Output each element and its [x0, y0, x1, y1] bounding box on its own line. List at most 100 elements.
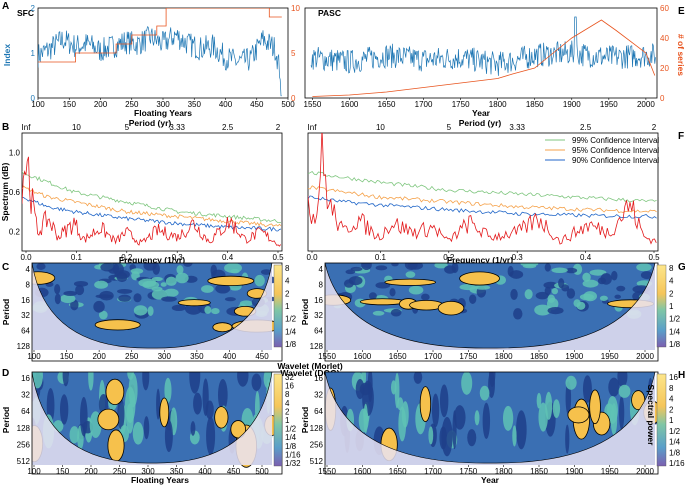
- power-blob: [69, 426, 80, 444]
- power-blob: [544, 263, 551, 272]
- power-blob: [151, 286, 163, 292]
- y-axis-label-spectrum: Spectrum (dB): [0, 163, 10, 222]
- power-blob: [117, 398, 125, 430]
- x-tick-label: 1750: [459, 352, 477, 361]
- power-blob: [582, 272, 591, 282]
- x-tick-label: 0.2: [443, 253, 455, 262]
- x-tick-label: 350: [190, 352, 204, 361]
- power-blob: [421, 293, 430, 301]
- power-blob: [401, 401, 409, 428]
- significant-region: [214, 406, 229, 429]
- power-blob: [130, 268, 144, 274]
- series-count-line: [38, 8, 282, 63]
- power-blob: [391, 263, 399, 267]
- y-tick-label: 128: [17, 342, 31, 351]
- y2-tick-label: 20: [660, 64, 669, 73]
- colorbar-tick-label: 16: [669, 373, 678, 382]
- power-blob: [75, 284, 85, 296]
- power-blob: [147, 306, 154, 316]
- colorbar-tick-label: 8: [669, 384, 674, 393]
- power-blob: [544, 286, 551, 296]
- y-tick-label: 16: [21, 296, 30, 305]
- x-tick-label: 500: [281, 100, 295, 109]
- x-tick-label: 450: [250, 100, 264, 109]
- power-blob: [132, 421, 144, 445]
- power-blob: [98, 310, 108, 320]
- power-blob: [512, 425, 517, 447]
- y-tick-label: 32: [21, 391, 30, 400]
- power-blob: [467, 429, 477, 447]
- confidence-line-90: [22, 196, 282, 232]
- period-tick-label: 10: [376, 123, 385, 132]
- x-tick-label: 400: [219, 100, 233, 109]
- spectrum-line: [22, 156, 282, 247]
- index-series-line: [310, 16, 656, 76]
- power-blob: [127, 372, 134, 380]
- power-blob: [163, 288, 179, 297]
- power-blob: [479, 385, 490, 401]
- cone-of-influence-edge: [32, 372, 273, 464]
- x-tick-label: 2000: [636, 467, 654, 476]
- colorbar-tick-label: 1/8: [669, 340, 681, 349]
- colorbar: [656, 264, 667, 348]
- panel-h: H Period Year Spectral power 16 8 42 1 1/2 1/…: [300, 370, 685, 485]
- power-blob: [160, 282, 167, 287]
- power-blob: [459, 284, 477, 291]
- wavelet-morlet-title: Wavelet (Morlet): [277, 361, 343, 371]
- colorbar-tick-label: 1: [285, 416, 290, 425]
- power-blob: [640, 271, 653, 280]
- power-blob: [565, 424, 570, 454]
- x-tick-label: 1950: [601, 352, 619, 361]
- confidence-line-90: [308, 195, 657, 219]
- cone-of-influence-edge: [325, 372, 656, 464]
- period-tick-label: 2.5: [580, 123, 592, 132]
- period-tick-label: 3.33: [169, 123, 185, 132]
- spectrum-line: [308, 133, 657, 245]
- y-tick-label: 4: [26, 265, 31, 274]
- power-blob: [618, 395, 625, 430]
- top-axis-label-period: Period (yr): [459, 118, 502, 128]
- colorbar-tick-label: 1: [669, 302, 674, 311]
- x-tick-label: 1800: [489, 100, 507, 109]
- x-axis-label: Year: [472, 108, 491, 118]
- colorbar-tick-label: 1/32: [285, 459, 301, 468]
- power-blob: [237, 372, 249, 387]
- x-tick-label: 200: [94, 100, 108, 109]
- power-blob: [565, 375, 577, 390]
- significant-region: [207, 275, 255, 287]
- power-blob: [143, 416, 150, 440]
- power-blob: [88, 372, 94, 391]
- significant-region: [419, 386, 432, 423]
- y2-tick-label: 0: [660, 94, 665, 103]
- power-blob: [441, 416, 453, 457]
- panel-a: A SFC Index Floating Years 100 150 200 250 3…: [2, 1, 300, 118]
- x-tick-label: 150: [56, 467, 70, 476]
- x-tick-label: 1850: [530, 467, 548, 476]
- y-tick-label: 512: [310, 457, 324, 466]
- y-tick-label: 128: [310, 424, 324, 433]
- period-tick-label: 5: [447, 123, 452, 132]
- colorbar-tick-label: 4: [669, 395, 674, 404]
- x-tick-label: 500: [255, 467, 269, 476]
- power-blob: [126, 403, 134, 434]
- colorbar-tick-label: 1: [285, 302, 290, 311]
- power-blob: [156, 388, 161, 420]
- significant-region: [437, 300, 465, 316]
- power-blob: [394, 372, 400, 409]
- x-tick-label: 1900: [565, 352, 583, 361]
- power-blob: [59, 394, 69, 425]
- plot-frame: [307, 132, 659, 252]
- period-tick-label: 2: [652, 123, 657, 132]
- x-tick-label: 150: [60, 352, 74, 361]
- power-blob: [63, 290, 78, 296]
- power-blob: [54, 293, 61, 305]
- panel-title-sfc: SFC: [17, 8, 34, 18]
- power-blob: [165, 276, 177, 286]
- panel-letter-g: G: [678, 262, 685, 273]
- colorbar-tick-label: 1/8: [285, 442, 297, 451]
- power-blob: [524, 289, 533, 300]
- cone-of-influence: [32, 372, 272, 465]
- power-blob: [488, 372, 496, 387]
- power-blob: [561, 284, 570, 292]
- x-tick-label: 0.1: [375, 253, 387, 262]
